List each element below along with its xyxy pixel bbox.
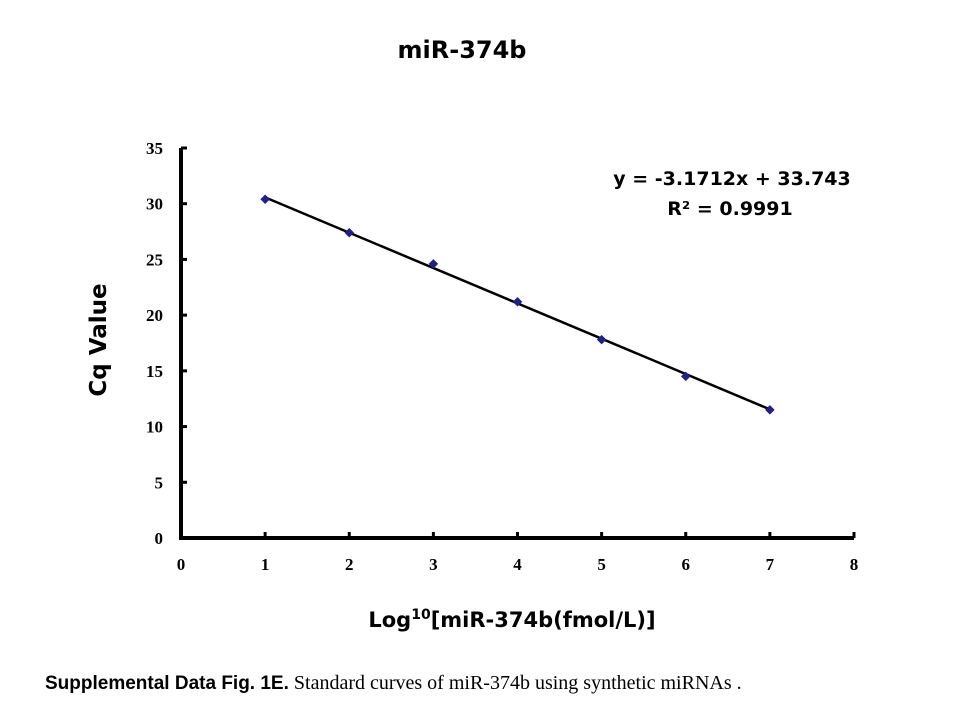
data-point: [596, 334, 607, 345]
caption-text: Standard curves of miR-374b using synthe…: [288, 672, 742, 694]
x-axis-label-superscript: 10: [411, 607, 431, 623]
x-tick-label: 1: [261, 555, 270, 574]
x-tick-label: 2: [345, 555, 354, 574]
x-axis-label-prefix: Log: [368, 608, 411, 632]
chart: miR-374b 0 5 10 15 20 25 30 35 0 1 2 3 4 5 6 7 8 y = -3.…: [86, 36, 858, 632]
data-point: [260, 194, 270, 205]
x-tick-label: 8: [850, 555, 859, 574]
x-tick-label: 4: [513, 555, 522, 574]
y-tick-label: 20: [146, 306, 163, 325]
x-tick-label: 0: [177, 555, 186, 574]
caption-label: Supplemental Data Fig. 1E.: [45, 673, 289, 694]
y-tick-label: 25: [146, 250, 163, 269]
x-tick-label: 5: [597, 555, 606, 574]
y-tick-label: 35: [146, 139, 163, 158]
data-point: [680, 371, 691, 382]
equation-annotation: y = -3.1712x + 33.743: [613, 168, 850, 190]
x-axis-label: Log10[miR-374b(fmol/L)]: [368, 607, 655, 632]
x-axis-label-suffix: [miR-374b(fmol/L)]: [431, 608, 656, 632]
figure-caption: Supplemental Data Fig. 1E. Standard curv…: [45, 672, 945, 695]
chart-svg: miR-374b 0 5 10 15 20 25 30 35 0 1 2 3 4 5 6 7 8 y = -3.…: [86, 36, 858, 632]
y-tick-label: 15: [146, 362, 163, 381]
data-point: [344, 227, 355, 238]
y-tick-label: 30: [146, 195, 163, 214]
y-tick-label: 5: [155, 473, 164, 492]
y-axis-label: Cq Value: [86, 283, 112, 396]
r-squared-annotation: R² = 0.9991: [667, 198, 792, 220]
x-tick-label: 3: [429, 555, 438, 574]
y-tick-label: 10: [146, 418, 163, 437]
axes: [179, 146, 856, 540]
data-point: [512, 296, 523, 307]
tick-labels: 0 5 10 15 20 25 30 35 0 1 2 3 4 5 6 7 8: [146, 139, 858, 574]
x-tick-label: 6: [682, 555, 691, 574]
data-point: [428, 259, 439, 269]
chart-title: miR-374b: [398, 36, 527, 64]
data-point: [765, 405, 775, 415]
x-tick-label: 7: [766, 555, 775, 574]
data-points: [260, 194, 775, 415]
y-tick-label: 0: [155, 529, 164, 548]
